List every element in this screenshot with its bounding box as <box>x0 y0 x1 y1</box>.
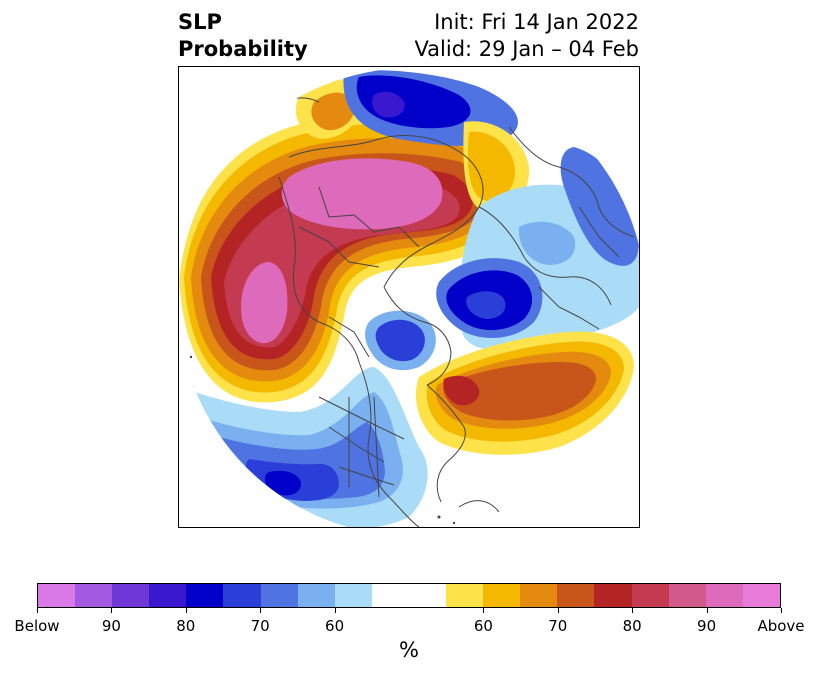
above-70-natlantic <box>443 362 597 421</box>
colorbar-tick-label: Below <box>14 617 60 635</box>
chart-dates: Init: Fri 14 Jan 2022 Valid: 29 Jan – 04… <box>414 9 639 63</box>
above-strong-pacific <box>241 262 288 344</box>
probability-map <box>178 66 640 528</box>
colorbar-tick-mark <box>334 608 336 613</box>
colorbar-tick-mark <box>111 608 113 613</box>
colorbar-tick-mark <box>37 608 38 613</box>
above-80-natlantic <box>443 375 480 406</box>
colorbar-tick-label: 80 <box>622 617 642 635</box>
above-north-core <box>311 92 355 131</box>
colorbar-tick-label: 90 <box>697 617 717 635</box>
chart-title: SLP Probability <box>178 9 308 63</box>
colorbar-segment <box>223 584 261 607</box>
colorbar-segment <box>149 584 187 607</box>
colorbar-segment <box>186 584 224 607</box>
colorbar-tick-label: 60 <box>473 617 493 635</box>
colorbar-segment <box>371 584 409 607</box>
colorbar-tick-label: 90 <box>101 617 121 635</box>
colorbar-segment <box>260 584 298 607</box>
colorbar-tick-mark <box>706 608 708 613</box>
colorbar-tick-mark <box>483 608 485 613</box>
colorbar-segment <box>38 584 76 607</box>
colorbar-segment <box>446 584 484 607</box>
title-variable: SLP <box>178 10 222 34</box>
above-greenland-core <box>467 131 515 202</box>
colorbar-segment <box>520 584 558 607</box>
above-strong-siberia <box>281 158 443 230</box>
below-europe <box>518 221 576 265</box>
colorbar-segment <box>297 584 335 607</box>
colorbar-tick-mark <box>557 608 559 613</box>
colorbar-tick-mark <box>632 608 634 613</box>
colorbar-tick-label: 70 <box>250 617 270 635</box>
colorbar-tick-mark <box>781 608 782 613</box>
colorbar-tick-mark <box>260 608 262 613</box>
colorbar <box>37 583 781 608</box>
map-svg <box>179 68 639 527</box>
colorbar-segment <box>705 584 743 607</box>
colorbar-segment <box>334 584 372 607</box>
colorbar-segment <box>408 584 447 607</box>
colorbar-segment <box>75 584 113 607</box>
colorbar-segment <box>557 584 595 607</box>
below-60-atlantic <box>560 147 639 266</box>
coastlines <box>273 97 635 527</box>
title-metric: Probability <box>178 37 308 61</box>
colorbar-tick-mark <box>185 608 187 613</box>
colorbar-tick-label: 60 <box>325 617 345 635</box>
colorbar-segment <box>742 584 780 607</box>
below-hudson-core <box>375 319 425 362</box>
colorbar-tick-label: Above <box>757 617 805 635</box>
colorbar-segment <box>631 584 669 607</box>
below-strong-arctic <box>372 91 405 118</box>
init-date-label: Init: Fri 14 Jan 2022 <box>434 10 639 34</box>
colorbar-unit-label: % <box>399 638 419 662</box>
colorbar-segment <box>112 584 150 607</box>
below-80-namerica <box>264 470 302 496</box>
colorbar-segment <box>594 584 632 607</box>
below-strong-atlantic <box>466 291 506 319</box>
colorbar-tick-label: 70 <box>548 617 568 635</box>
colorbar-tick-label: 80 <box>176 617 196 635</box>
valid-range-label: Valid: 29 Jan – 04 Feb <box>414 37 639 61</box>
colorbar-segment <box>483 584 521 607</box>
colorbar-segment <box>668 584 706 607</box>
